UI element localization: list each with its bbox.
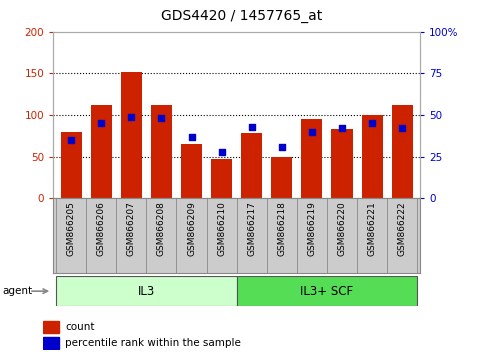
Text: GDS4420 / 1457765_at: GDS4420 / 1457765_at: [161, 9, 322, 23]
Point: [308, 129, 316, 135]
Point: [128, 114, 135, 120]
Point: [98, 120, 105, 126]
Bar: [61, 132, 82, 198]
Text: GSM866222: GSM866222: [398, 201, 407, 256]
Bar: [392, 105, 412, 198]
Text: GSM866209: GSM866209: [187, 201, 196, 256]
Text: GSM866219: GSM866219: [307, 201, 316, 256]
Bar: [301, 119, 323, 198]
Point: [398, 126, 406, 131]
Point: [278, 144, 285, 149]
Point: [188, 134, 196, 139]
Bar: [43, 337, 59, 349]
Text: GSM866210: GSM866210: [217, 201, 226, 256]
Bar: [211, 159, 232, 198]
FancyBboxPatch shape: [56, 276, 237, 306]
Bar: [271, 158, 292, 198]
Text: count: count: [65, 322, 95, 332]
Bar: [91, 105, 112, 198]
Point: [248, 124, 256, 130]
Text: GSM866221: GSM866221: [368, 201, 377, 256]
Bar: [151, 105, 172, 198]
Bar: [362, 115, 383, 198]
Bar: [241, 132, 262, 198]
Text: GSM866218: GSM866218: [277, 201, 286, 256]
Text: GSM866208: GSM866208: [157, 201, 166, 256]
Bar: [43, 321, 59, 333]
Text: IL3: IL3: [138, 285, 155, 298]
Bar: [121, 72, 142, 198]
Point: [157, 115, 165, 121]
Point: [67, 137, 75, 143]
Point: [368, 120, 376, 126]
FancyBboxPatch shape: [237, 276, 417, 306]
Text: GSM866217: GSM866217: [247, 201, 256, 256]
Bar: [331, 129, 353, 198]
Point: [338, 126, 346, 131]
Text: GSM866205: GSM866205: [67, 201, 76, 256]
Text: IL3+ SCF: IL3+ SCF: [300, 285, 354, 298]
Text: percentile rank within the sample: percentile rank within the sample: [65, 338, 242, 348]
Text: GSM866220: GSM866220: [338, 201, 346, 256]
Text: GSM866206: GSM866206: [97, 201, 106, 256]
Point: [218, 149, 226, 154]
Bar: [181, 144, 202, 198]
Text: GSM866207: GSM866207: [127, 201, 136, 256]
Text: agent: agent: [2, 286, 32, 296]
